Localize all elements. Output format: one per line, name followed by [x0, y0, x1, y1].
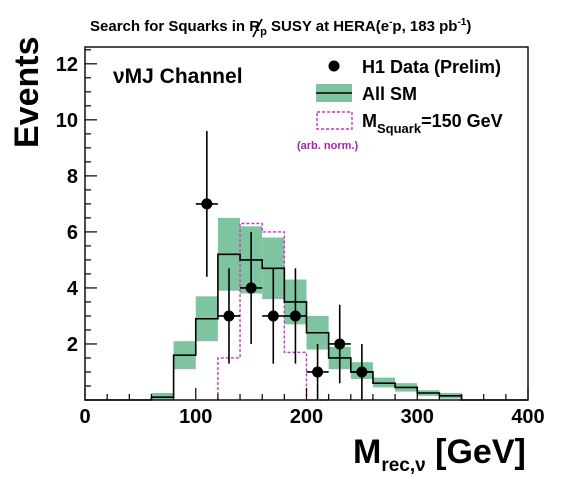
title-prefix: Search for Squarks in	[90, 18, 249, 35]
legend-signal-main: M	[362, 111, 377, 131]
x-tick-label: 0	[79, 406, 90, 428]
legend-signal-swatch	[316, 111, 353, 130]
title-symbol-sub: p	[260, 26, 267, 38]
data-point-7	[356, 366, 368, 378]
legend-signal-note: (arb. norm.)	[297, 140, 358, 152]
legend-data-marker	[328, 60, 340, 72]
legend-signal-label: MSquark=150 GeV	[362, 111, 503, 136]
y-tick-label: 4	[67, 278, 79, 300]
y-tick-label: 2	[67, 334, 78, 356]
x-tick-label: 100	[179, 406, 212, 428]
data-point-2	[245, 282, 257, 294]
y-tick-label: 12	[56, 54, 78, 76]
x-axis-title: Mrec,ν [GeV]	[353, 433, 526, 476]
legend-signal-rest: =150 GeV	[421, 111, 503, 131]
title-middle: SUSY at HERA(e	[267, 18, 389, 35]
title-sup2: -1	[457, 17, 466, 28]
title-sup1: -	[389, 17, 392, 28]
title-symbol-slash	[252, 18, 263, 38]
title-symbol: R	[249, 18, 260, 35]
x-axis-title-main: M	[353, 433, 381, 471]
sm-histogram	[85, 253, 528, 401]
channel-label: νMJ Channel	[113, 65, 243, 88]
y-tick-label: 10	[56, 110, 78, 132]
title-mid2: p, 183 pb	[392, 18, 457, 35]
data-point-6	[334, 338, 346, 350]
sm-histogram-line	[85, 253, 528, 401]
y-axis-title: Events	[8, 37, 46, 149]
title-suffix: )	[466, 18, 471, 35]
data-points	[195, 131, 373, 400]
legend-signal-sub: Squark	[377, 121, 422, 136]
axes: 0 100 200 300 400 2 4 6 8 10 12	[56, 46, 545, 428]
signal-histogram-line	[217, 222, 329, 401]
signal-histogram	[217, 222, 329, 401]
legend: H1 Data (Prelim) All SM MSquark=150 GeV …	[297, 57, 503, 152]
data-point-4	[289, 310, 301, 322]
x-tick-label: 400	[511, 406, 544, 428]
x-tick-label: 300	[401, 406, 434, 428]
data-point-5	[312, 366, 324, 378]
legend-data-label: H1 Data (Prelim)	[362, 57, 501, 77]
x-axis-title-unit: [GeV]	[426, 433, 526, 471]
x-axis-title-sub: rec,ν	[381, 455, 425, 476]
chart-title: Search for Squarks in Rp SUSY at HERA(e-…	[90, 17, 471, 38]
y-tick-label: 6	[67, 222, 78, 244]
legend-sm-label: All SM	[362, 84, 417, 104]
data-point-1	[223, 310, 235, 322]
data-point-3	[267, 310, 279, 322]
y-tick-label: 8	[67, 166, 78, 188]
x-tick-label: 200	[290, 406, 323, 428]
data-point-0	[201, 198, 213, 210]
